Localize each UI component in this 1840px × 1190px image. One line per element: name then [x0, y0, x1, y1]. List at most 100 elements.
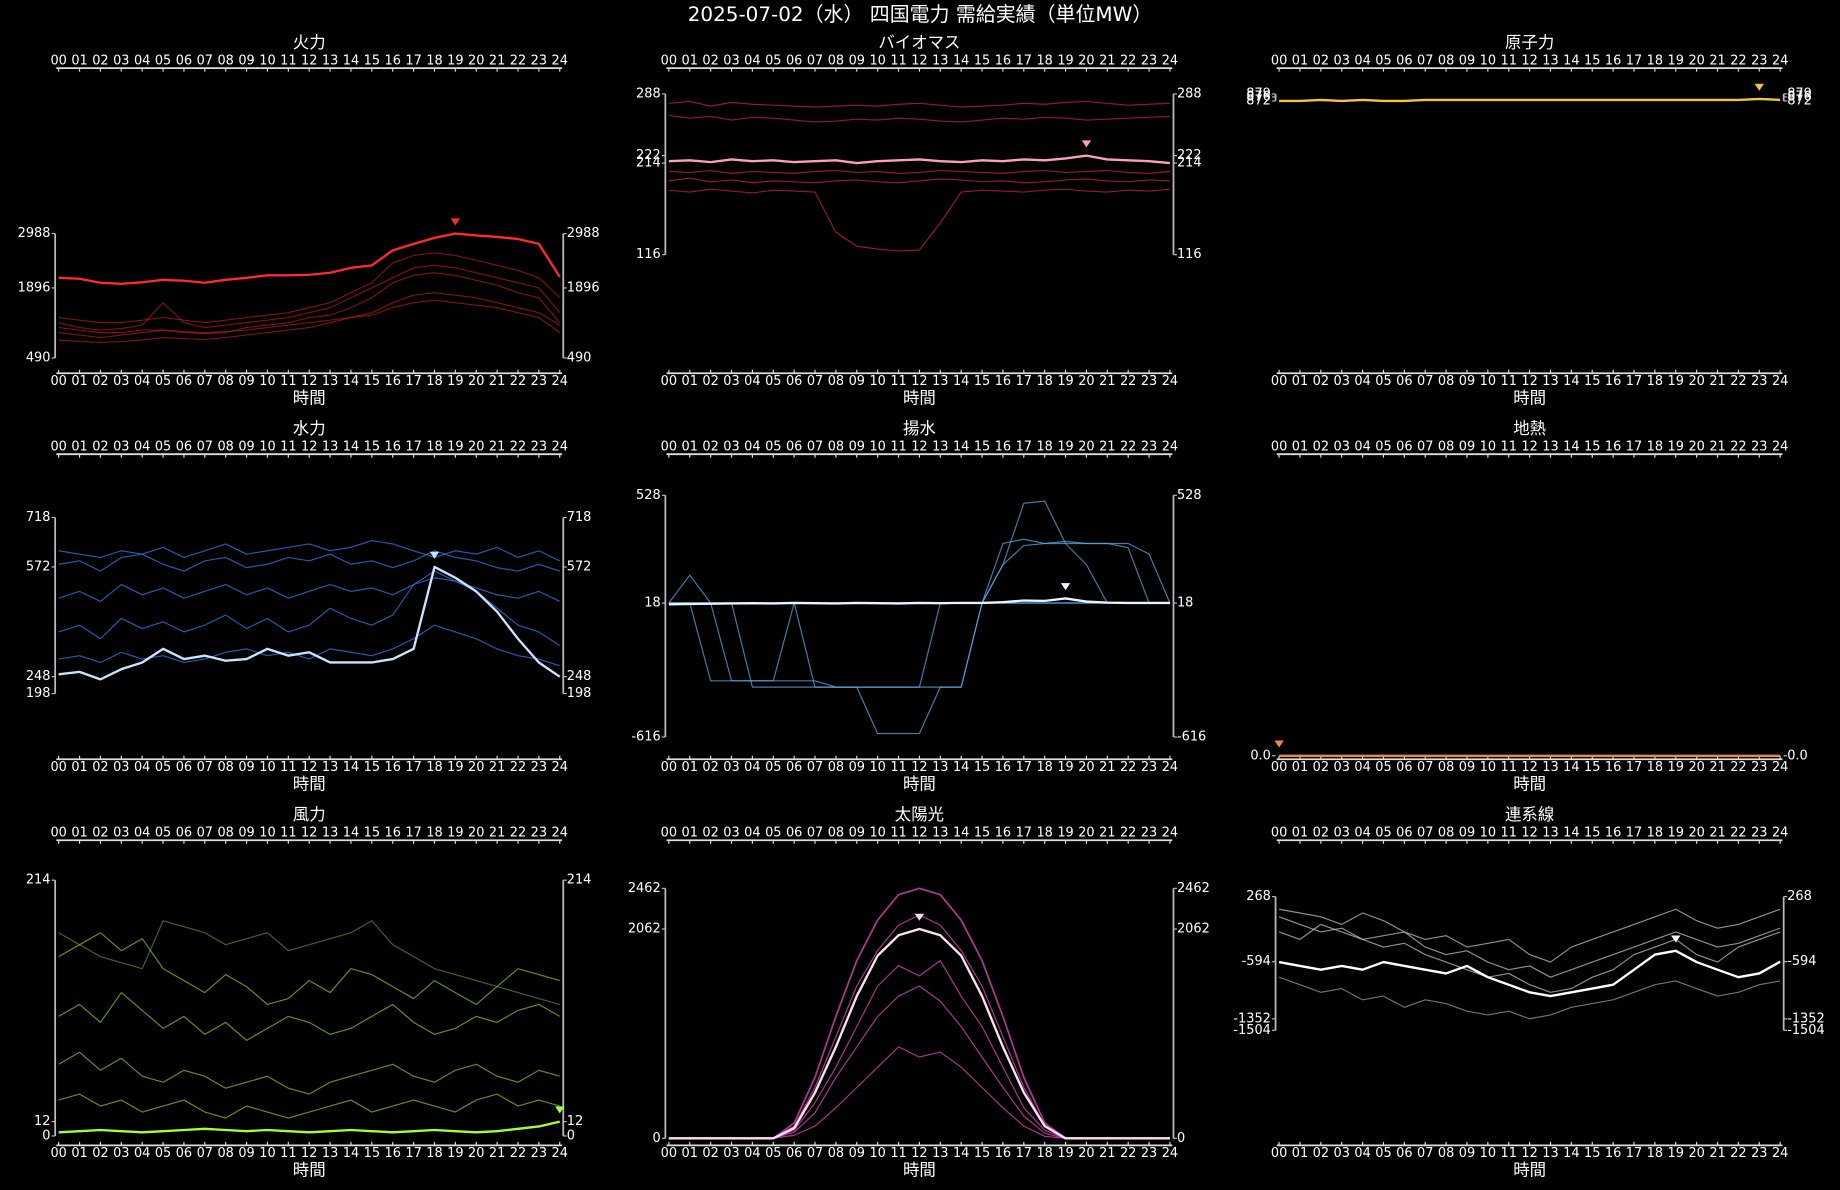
- time-tick-label: 15: [364, 440, 380, 455]
- time-tick-label: 06: [1396, 440, 1412, 455]
- time-tick-label: 07: [1417, 54, 1433, 69]
- series-line: [668, 1046, 1170, 1139]
- series-line: [58, 299, 561, 344]
- time-tick-label: 16: [1605, 760, 1621, 775]
- time-tick-label: 10: [1480, 826, 1496, 841]
- time-tick-label: 00: [50, 374, 66, 389]
- time-tick-label: 14: [1563, 374, 1579, 389]
- time-tick-label: 15: [364, 1146, 380, 1161]
- time-tick-label: 20: [1688, 826, 1704, 841]
- time-tick-label: 00: [50, 826, 66, 841]
- series-line: [58, 272, 561, 339]
- time-tick-label: 09: [1459, 826, 1475, 841]
- time-tick-label: 13: [1542, 440, 1558, 455]
- time-tick-label: 14: [343, 374, 359, 389]
- time-tick-label: 04: [744, 374, 760, 389]
- time-tick-label: 03: [113, 440, 129, 455]
- time-tick-label: 10: [869, 826, 885, 841]
- time-tick-label: 21: [1709, 760, 1725, 775]
- time-tick-label: 21: [489, 54, 505, 69]
- y-tick-label: 268: [1246, 889, 1271, 904]
- time-tick-label: 16: [1605, 1146, 1621, 1161]
- y-tick-label: 18: [644, 596, 660, 611]
- time-tick-label: 08: [828, 1146, 844, 1161]
- panel-title: 揚水: [903, 419, 936, 438]
- time-tick-label: 14: [343, 54, 359, 69]
- time-tick-label: 22: [1120, 440, 1136, 455]
- y-tick-label: 0: [652, 1131, 660, 1146]
- time-tick-label: 24: [1772, 374, 1788, 389]
- series-line: [58, 991, 561, 1041]
- y-tick-label: 879: [1246, 86, 1271, 101]
- x-axis-label: 時間: [903, 775, 936, 794]
- time-tick-label: 09: [849, 440, 865, 455]
- series-line: [58, 232, 561, 285]
- time-tick-label: 19: [447, 1146, 463, 1161]
- time-tick-label: 24: [1162, 1146, 1178, 1161]
- time-tick-label: 20: [1078, 760, 1094, 775]
- time-tick-label: 14: [953, 826, 969, 841]
- time-tick-label: 12: [301, 826, 317, 841]
- time-tick-label: 23: [1751, 374, 1767, 389]
- time-tick-label: 17: [405, 1146, 421, 1161]
- time-tick-label: 23: [1141, 54, 1157, 69]
- time-tick-label: 08: [217, 374, 233, 389]
- time-tick-label: 18: [1036, 760, 1052, 775]
- time-tick-label: 23: [1751, 440, 1767, 455]
- time-tick-label: 05: [155, 826, 171, 841]
- time-tick-label: 08: [1438, 440, 1454, 455]
- time-tick-label: 08: [217, 440, 233, 455]
- time-tick-label: 24: [552, 826, 568, 841]
- time-tick-label: 03: [113, 54, 129, 69]
- time-tick-label: 14: [343, 826, 359, 841]
- time-tick-label: 21: [1709, 1146, 1725, 1161]
- series-line: [668, 188, 1171, 252]
- y-tick-label: 0: [1177, 1131, 1185, 1146]
- time-tick-label: 20: [468, 374, 484, 389]
- time-tick-label: 17: [1626, 1146, 1642, 1161]
- time-tick-label: 08: [1438, 374, 1454, 389]
- time-tick-label: 19: [1057, 440, 1073, 455]
- time-tick-label: 03: [1334, 1146, 1350, 1161]
- time-tick-label: 00: [1271, 760, 1287, 775]
- time-tick-label: 21: [1709, 54, 1725, 69]
- series-line: [668, 538, 1170, 682]
- y-tick-label: 248: [567, 669, 592, 684]
- time-tick-label: 23: [531, 760, 547, 775]
- series-line: [58, 1051, 560, 1095]
- time-tick-label: 02: [702, 54, 718, 69]
- time-tick-label: 07: [197, 826, 213, 841]
- time-tick-label: 17: [405, 440, 421, 455]
- time-tick-label: 10: [259, 760, 275, 775]
- time-tick-label: 15: [974, 374, 990, 389]
- time-tick-label: 01: [1292, 54, 1308, 69]
- y-tick-label: -1352: [1233, 1011, 1270, 1026]
- time-tick-label: 13: [1542, 1146, 1558, 1161]
- time-tick-label: 01: [682, 826, 698, 841]
- time-tick-label: 04: [134, 54, 150, 69]
- time-tick-label: 23: [1751, 54, 1767, 69]
- time-tick-label: 19: [1668, 374, 1684, 389]
- time-tick-label: 14: [343, 760, 359, 775]
- time-tick-label: 20: [1078, 826, 1094, 841]
- time-tick-label: 18: [1036, 54, 1052, 69]
- time-tick-label: 13: [322, 1146, 338, 1161]
- y-tick-label: 490: [567, 350, 592, 365]
- time-tick-label: 19: [447, 826, 463, 841]
- time-tick-label: 05: [155, 760, 171, 775]
- time-tick-label: 22: [510, 374, 526, 389]
- time-tick-label: 13: [932, 440, 948, 455]
- max-marker: [555, 1106, 565, 1114]
- time-tick-label: 21: [489, 760, 505, 775]
- y-tick-label: 2062: [628, 921, 661, 936]
- time-tick-label: 01: [71, 1146, 87, 1161]
- time-tick-label: 22: [1120, 54, 1136, 69]
- y-tick-label: 0: [567, 1128, 575, 1143]
- series-line: [668, 887, 1170, 1140]
- x-axis-label: 時間: [293, 389, 326, 408]
- time-tick-label: 15: [1584, 54, 1600, 69]
- time-tick-label: 24: [1772, 440, 1788, 455]
- time-tick-label: 22: [510, 54, 526, 69]
- time-tick-label: 14: [953, 1146, 969, 1161]
